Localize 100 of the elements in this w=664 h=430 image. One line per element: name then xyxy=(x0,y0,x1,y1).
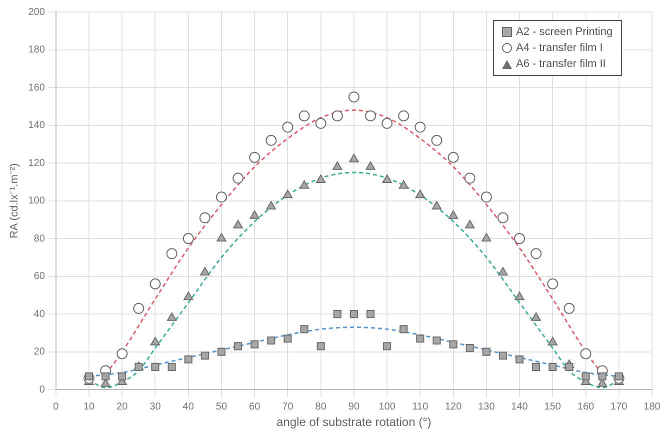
point xyxy=(217,348,226,356)
point xyxy=(350,310,358,318)
y-tick-label: 20 xyxy=(34,346,46,358)
x-tick-label: 120 xyxy=(444,401,462,412)
point xyxy=(366,310,375,318)
point xyxy=(547,278,558,290)
y-tick-label: 100 xyxy=(28,196,46,207)
x-tick-label: 180 xyxy=(644,401,661,412)
point xyxy=(133,302,144,314)
x-tick-label: 160 xyxy=(577,401,595,412)
point xyxy=(498,267,508,276)
point xyxy=(482,348,490,356)
legend-label: A2 - screen Printing xyxy=(516,25,613,40)
point xyxy=(315,118,326,129)
x-tick-label: 100 xyxy=(378,401,396,412)
point xyxy=(514,233,526,244)
point xyxy=(466,344,474,352)
point xyxy=(118,372,126,380)
point xyxy=(614,372,623,380)
x-tick-label: 110 xyxy=(412,401,429,412)
x-tick-label: 40 xyxy=(182,401,194,412)
point xyxy=(184,292,194,300)
point xyxy=(564,302,575,314)
y-tick-label: 160 xyxy=(28,82,46,94)
point xyxy=(200,352,209,360)
point xyxy=(333,310,342,318)
x-tick-label: 90 xyxy=(348,401,360,412)
x-tick-label: 140 xyxy=(511,401,528,412)
point xyxy=(250,210,260,219)
point xyxy=(548,362,557,371)
x-tick-label: 50 xyxy=(216,401,228,412)
point xyxy=(432,336,441,345)
point xyxy=(267,336,276,345)
point xyxy=(299,180,310,189)
y-tick-label: 120 xyxy=(28,158,46,169)
point xyxy=(565,362,574,371)
x-tick-label: 10 xyxy=(83,401,95,412)
point xyxy=(465,220,475,228)
point xyxy=(282,190,293,198)
y-tick-label: 40 xyxy=(34,308,46,320)
point xyxy=(282,122,294,133)
point xyxy=(448,210,458,219)
x-tick-label: 0 xyxy=(53,401,60,412)
point xyxy=(449,340,458,348)
point xyxy=(316,342,325,350)
point xyxy=(182,233,194,244)
point xyxy=(448,152,459,163)
point xyxy=(398,110,410,122)
point xyxy=(530,248,542,260)
point xyxy=(531,312,541,321)
point xyxy=(116,348,128,360)
point xyxy=(365,110,376,122)
point xyxy=(431,134,442,146)
point xyxy=(332,161,342,170)
x-tick-label: 60 xyxy=(249,401,261,412)
point xyxy=(199,212,210,224)
point xyxy=(415,190,426,198)
point xyxy=(200,267,210,276)
point xyxy=(366,161,376,170)
point xyxy=(234,342,242,350)
point xyxy=(232,172,244,184)
x-tick-label: 70 xyxy=(282,401,294,412)
point xyxy=(497,212,508,224)
point xyxy=(348,91,360,102)
point xyxy=(184,355,192,364)
point xyxy=(284,334,292,343)
x-tick-label: 170 xyxy=(610,401,628,412)
y-tick-label: 60 xyxy=(34,271,46,282)
y-tick-label: 0 xyxy=(39,384,46,396)
y-tick-label: 140 xyxy=(28,120,46,132)
y-axis-title: RA (cd.lx⁻¹.m⁻²) xyxy=(8,163,21,238)
x-tick-label: 30 xyxy=(150,401,162,412)
point xyxy=(102,372,110,380)
point xyxy=(598,372,606,380)
point xyxy=(150,278,161,290)
point xyxy=(300,325,308,334)
point xyxy=(580,348,592,360)
x-axis-title: angle of substrate rotation (°) xyxy=(276,415,432,430)
point xyxy=(548,336,558,346)
point xyxy=(414,122,426,133)
point xyxy=(266,134,277,146)
x-tick-label: 150 xyxy=(544,401,562,412)
point xyxy=(498,352,508,360)
point xyxy=(168,362,176,371)
y-tick-label: 200 xyxy=(28,6,46,18)
point xyxy=(349,154,359,162)
y-tick-label: 80 xyxy=(34,233,46,244)
y-tick-label: 180 xyxy=(28,44,46,56)
point xyxy=(400,325,408,334)
point xyxy=(480,192,492,203)
point xyxy=(582,372,590,380)
point xyxy=(233,220,243,228)
x-tick-label: 130 xyxy=(478,401,496,412)
point xyxy=(216,233,226,242)
point xyxy=(250,340,259,348)
point xyxy=(166,248,178,260)
point xyxy=(316,174,326,184)
point xyxy=(298,110,310,122)
point xyxy=(150,336,160,346)
legend-label: A6 - transfer film II xyxy=(516,57,606,72)
